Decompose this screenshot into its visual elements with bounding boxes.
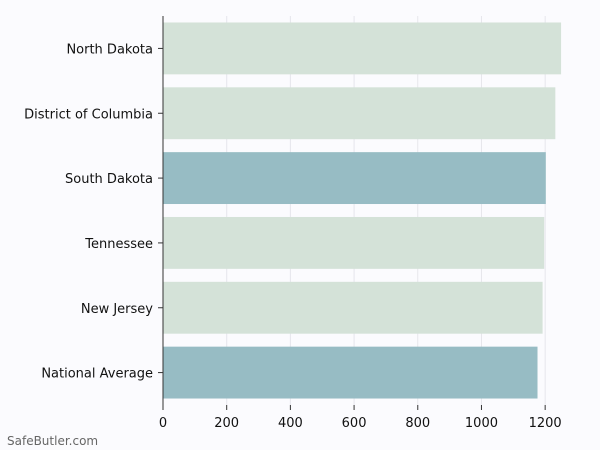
x-tick-label: 400: [278, 416, 303, 431]
bars: [163, 22, 562, 399]
category-label: North Dakota: [66, 42, 153, 57]
category-label: Tennessee: [84, 237, 153, 252]
bar: [163, 346, 538, 399]
x-tick-label: 800: [405, 416, 430, 431]
bar: [163, 152, 546, 205]
bar: [163, 281, 543, 334]
x-tick-label: 1000: [465, 416, 498, 431]
category-labels: North Dakota District of Columbia South Da…: [24, 42, 153, 381]
watermark-text: SafeButler.com: [7, 434, 99, 448]
axes: [158, 16, 546, 410]
x-tick-labels: 0 200 400 600 800 1000 1200: [159, 416, 562, 431]
category-label: South Dakota: [65, 172, 153, 187]
x-tick-label: 200: [214, 416, 239, 431]
bar: [163, 22, 562, 75]
x-tick-label: 0: [159, 416, 167, 431]
bar: [163, 216, 545, 269]
category-label: New Jersey: [81, 302, 153, 317]
category-label: District of Columbia: [24, 107, 153, 122]
x-tick-label: 1200: [529, 416, 562, 431]
x-tick-label: 600: [342, 416, 367, 431]
category-label: National Average: [41, 367, 153, 382]
bar: [163, 87, 556, 140]
grid-lines: [162, 16, 546, 405]
